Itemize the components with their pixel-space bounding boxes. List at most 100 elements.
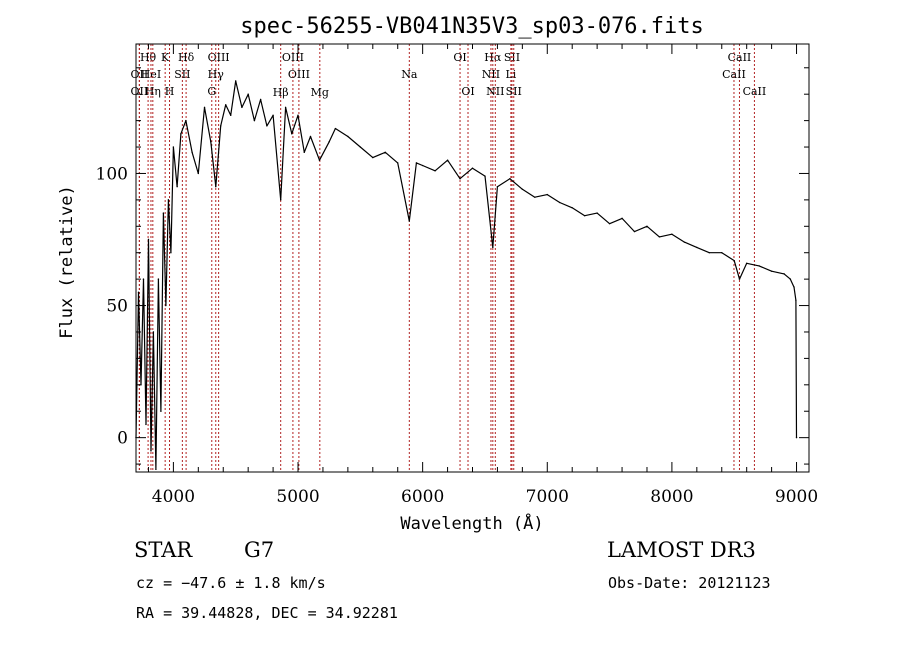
flux-point bbox=[197, 172, 200, 175]
flux-point bbox=[170, 252, 172, 254]
flux-point bbox=[397, 162, 399, 164]
flux-point bbox=[646, 225, 648, 227]
spectral-line-label: G bbox=[207, 85, 216, 98]
spectral-line-label: Hθ bbox=[140, 51, 157, 64]
flux-point bbox=[783, 273, 785, 275]
spectral-line-label: CaII bbox=[743, 85, 767, 98]
flux-point bbox=[633, 230, 636, 233]
y-tick-label: 100 bbox=[96, 164, 128, 184]
flux-point bbox=[253, 119, 256, 122]
flux-point bbox=[795, 299, 797, 301]
y-axis: 0 50 100 bbox=[96, 67, 809, 465]
y-tick-label: 50 bbox=[106, 297, 128, 317]
flux-point bbox=[247, 93, 249, 95]
flux-point bbox=[408, 220, 411, 222]
y-tick-label: 0 bbox=[117, 429, 128, 449]
observation-date: Obs-Date: 20121123 bbox=[608, 574, 771, 592]
flux-point bbox=[272, 114, 274, 117]
flux-point bbox=[185, 119, 187, 122]
flux-point bbox=[165, 304, 167, 307]
flux-point bbox=[738, 278, 741, 280]
spectral-line-label: Mg bbox=[311, 86, 329, 99]
spectral-line-label: CaII bbox=[728, 51, 752, 64]
flux-point bbox=[770, 270, 773, 272]
x-tick-label: 7000 bbox=[526, 487, 569, 507]
flux-point bbox=[658, 236, 661, 238]
flux-point bbox=[745, 262, 748, 264]
flux-point bbox=[733, 259, 735, 262]
object-subclass: G7 bbox=[244, 538, 275, 562]
flux-point bbox=[721, 252, 723, 254]
flux-point bbox=[421, 164, 424, 167]
flux-point bbox=[793, 286, 795, 288]
flux-line bbox=[135, 80, 798, 470]
flux-point bbox=[671, 233, 673, 235]
flux-point bbox=[434, 170, 436, 172]
flux-point bbox=[303, 151, 305, 154]
chart-title: spec-56255-VB041N35V3_sp03-076.fits bbox=[240, 14, 704, 39]
spectral-line-label: OII bbox=[131, 85, 149, 98]
flux-point bbox=[279, 199, 282, 201]
flux-point bbox=[203, 106, 206, 109]
flux-point bbox=[172, 146, 175, 148]
spectral-line-label: SII bbox=[504, 51, 520, 64]
flux-point bbox=[608, 222, 611, 225]
flux-point bbox=[318, 159, 321, 161]
flux-point bbox=[509, 178, 511, 180]
spectral-line-label: CaII bbox=[722, 68, 746, 81]
flux-point bbox=[415, 162, 418, 164]
flux-point bbox=[210, 141, 212, 143]
flux-point bbox=[150, 450, 152, 452]
survey-name: LAMOST DR3 bbox=[607, 538, 756, 562]
flux-point bbox=[157, 278, 160, 280]
spectral-line-label: Hα bbox=[484, 51, 502, 64]
flux-point bbox=[696, 246, 698, 249]
flux-point bbox=[309, 135, 312, 138]
spectral-line-label: OI bbox=[461, 85, 474, 98]
x-tick-label: 4000 bbox=[152, 487, 195, 507]
spectral-line-label: SII bbox=[506, 85, 522, 98]
flux-point bbox=[162, 212, 165, 214]
flux-point bbox=[220, 125, 222, 127]
flux-point bbox=[334, 127, 337, 130]
spectral-line-label: HeI bbox=[141, 68, 161, 81]
flux-point bbox=[446, 159, 449, 161]
spectral-line-label: Na bbox=[401, 68, 418, 81]
spectral-line-label: Hγ bbox=[208, 68, 225, 81]
flux-point bbox=[559, 201, 561, 204]
flux-point bbox=[546, 193, 548, 196]
spectral-line-label: NII bbox=[482, 68, 500, 81]
flux-point bbox=[191, 151, 193, 154]
redshift-velocity: cz = −47.6 ± 1.8 km/s bbox=[136, 574, 326, 592]
flux-point bbox=[266, 125, 268, 127]
flux-point bbox=[789, 278, 792, 280]
flux-point bbox=[484, 175, 486, 177]
flux-point bbox=[297, 114, 299, 117]
flux-point bbox=[359, 146, 362, 148]
flux-point bbox=[225, 104, 227, 106]
flux-point bbox=[347, 135, 349, 138]
flux-point bbox=[167, 199, 170, 201]
flux-point bbox=[328, 141, 330, 143]
plot-frame bbox=[135, 43, 810, 473]
x-tick-label: 5000 bbox=[276, 487, 319, 507]
flux-point bbox=[492, 246, 494, 249]
flux-point bbox=[155, 468, 157, 471]
flux-point bbox=[160, 410, 162, 412]
spectral-line-label: Hδ bbox=[178, 51, 195, 64]
spectral-line-label: OIII bbox=[208, 51, 230, 64]
spectral-line-label: Li bbox=[505, 68, 516, 81]
flux-point bbox=[230, 114, 232, 117]
flux-series bbox=[135, 80, 798, 471]
flux-point bbox=[571, 207, 573, 209]
y-axis-label: Flux (relative) bbox=[57, 185, 77, 339]
flux-point bbox=[176, 185, 178, 188]
spectral-line-label: H bbox=[165, 85, 175, 98]
flux-point bbox=[521, 188, 524, 191]
spectral-line-label: Hβ bbox=[273, 86, 289, 99]
spectral-line-label: OIII bbox=[288, 68, 310, 81]
x-tick-label: 8000 bbox=[650, 487, 693, 507]
x-axis: 4000 5000 6000 7000 8000 9000 bbox=[147, 44, 818, 507]
